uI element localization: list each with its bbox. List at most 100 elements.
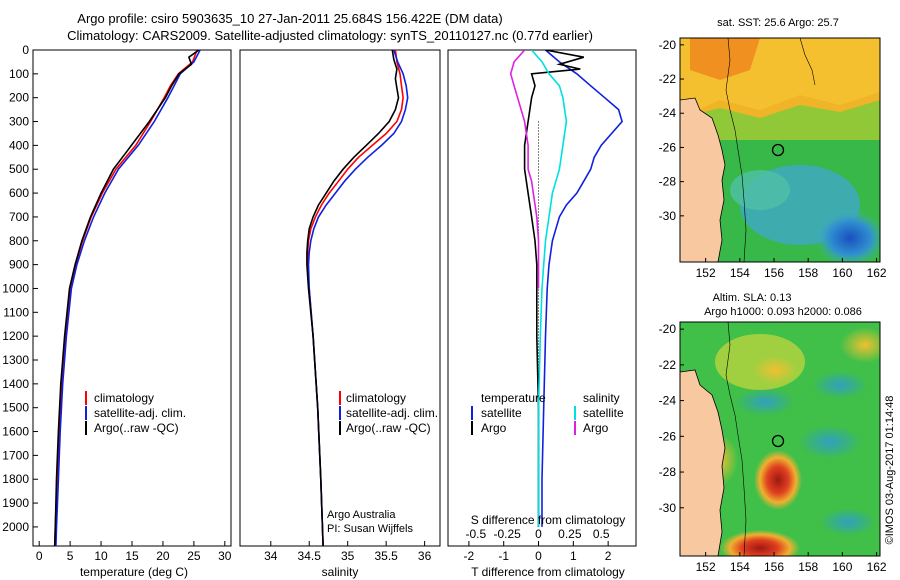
lat-tick-label: -28 [659,175,677,189]
sla-map-subtitle: Argo h1000: 0.093 h2000: 0.086 [704,306,862,318]
series-line-satellite [307,50,409,546]
s-difference-label: S difference from climatology [471,513,626,527]
salinity-panel: 34 34.5 35 35.5 36 salinity climatology sate… [239,49,441,579]
legend-temperature-title: temperature [481,391,546,405]
sst-field [680,38,880,262]
x-tick-label: 20 [156,549,170,563]
x-tick-label: 36 [418,549,432,563]
y-tick-label: 1200 [2,329,29,343]
sst-map-title: sat. SST: 25.6 Argo: 25.7 [717,17,839,29]
x-tick-label: 0 [535,549,542,563]
sla-yellow-patch [840,327,880,363]
y-tick-label: 800 [9,234,29,248]
figure-title-line2: Climatology: CARS2009. Satellite-adjuste… [67,28,593,43]
x-tick-label: 35.5 [374,549,398,563]
figure-title-line1: Argo profile: csiro 5903635_10 27-Jan-20… [77,11,502,26]
difference-legend: temperature salinity satellite Argo sate… [471,391,624,435]
t-difference-label: T difference from climatology [471,565,625,579]
temperature-legend: climatology satellite-adj. clim. Argo(..… [85,391,186,435]
sla-profile-marker [771,434,785,448]
salinity-legend: climatology satellite-adj. clim. Argo(..… [339,391,438,435]
s-tick-label: -0.25 [494,527,522,541]
y-tick-label: 400 [9,138,29,152]
legend-climatology: climatology [346,391,406,405]
sla-longitude-axis: 152 154 156 158 160 162 [696,552,887,574]
series-line-s-argo [509,50,540,289]
sst-cool-patch [730,170,790,210]
legend-salinity-title: salinity [583,391,620,405]
sst-profile-marker [771,143,785,157]
sla-low-patch [820,508,876,536]
temperature-lines [53,50,201,546]
lon-tick-label: 158 [798,560,818,574]
lat-tick-label: -24 [659,106,677,120]
series-line-satellite [55,50,201,546]
s-tick-label: 0.5 [593,527,610,541]
temperature-panel: 0100200300400500600700800900100011001200… [2,43,232,579]
lat-tick-label: -22 [659,358,677,372]
x-tick-label: 34.5 [298,549,322,563]
y-tick-label: 1600 [2,425,29,439]
sst-longitude-axis: 152 154 156 158 160 162 [696,258,887,280]
x-tick-label: 2 [605,549,612,563]
x-tick-label: 25 [187,549,201,563]
lon-tick-label: 160 [832,266,852,280]
s-tick-label: 0.25 [558,527,582,541]
x-tick-label: 1 [570,549,577,563]
x-tick-label: 34 [264,549,278,563]
x-tick-label: 10 [94,549,108,563]
legend-satellite: satellite-adj. clim. [346,406,438,420]
y-tick-label: 1900 [2,496,29,510]
sla-low-patch [812,371,868,399]
y-tick-label: 600 [9,186,29,200]
legend-t-satellite: satellite [481,406,522,420]
shelf-contour [725,38,747,262]
difference-axes-frame [447,49,637,547]
sst-transition-band [680,100,880,140]
y-tick-label: 1100 [3,305,29,319]
legend-climatology: climatology [94,391,154,405]
sla-latitude-axis: -20 -22 -24 -26 -28 -30 [659,322,684,515]
x-tick-label: 5 [67,549,74,563]
t-difference-x-axis: -2 -1 0 1 2 [464,541,612,563]
series-line-argo [53,50,200,546]
lat-tick-label: -26 [659,429,677,443]
sla-warm-eddy [754,450,802,510]
sst-map-panel: sat. SST: 25.6 Argo: 25.7 152 154 156 158 16… [659,17,887,280]
sla-field [680,322,880,556]
argo-australia-label: Argo Australia [327,509,396,521]
s-tick-label: -0.5 [466,527,487,541]
lat-tick-label: -30 [659,209,677,223]
lat-tick-label: -22 [659,72,677,86]
lat-tick-label: -24 [659,394,677,408]
series-line-climatology [306,50,404,546]
sst-latitude-axis: -20 -22 -24 -26 -28 -30 [659,38,684,223]
australia-land [680,369,726,556]
sla-yellow-patch [753,356,797,384]
lat-tick-label: -28 [659,465,677,479]
lon-tick-label: 154 [730,560,750,574]
y-tick-label: 700 [9,210,29,224]
y-tick-label: 100 [9,67,29,81]
lat-tick-label: -30 [659,501,677,515]
lon-tick-label: 154 [730,266,750,280]
legend-argo: Argo(..raw -QC) [94,421,179,435]
sla-low-patch [735,388,795,416]
y-tick-label: 900 [9,258,29,272]
legend-s-satellite: satellite [583,406,624,420]
x-tick-label: -1 [498,549,509,563]
reef-contour [799,38,816,86]
lat-tick-label: -26 [659,140,677,154]
y-tick-label: 300 [9,115,29,129]
y-tick-label: 1000 [2,281,29,295]
lat-tick-label: -20 [659,322,677,336]
legend-satellite: satellite-adj. clim. [94,406,186,420]
s-tick-label: 0 [535,527,542,541]
temperature-xlabel: temperature (deg C) [80,565,188,579]
temperature-x-axis: 0 5 10 15 20 25 30 [36,541,232,563]
difference-lines [509,50,623,527]
temperature-axes-frame [32,49,232,547]
y-tick-label: 500 [9,162,29,176]
y-tick-label: 1400 [2,377,29,391]
sla-warm-eddy [720,530,800,556]
